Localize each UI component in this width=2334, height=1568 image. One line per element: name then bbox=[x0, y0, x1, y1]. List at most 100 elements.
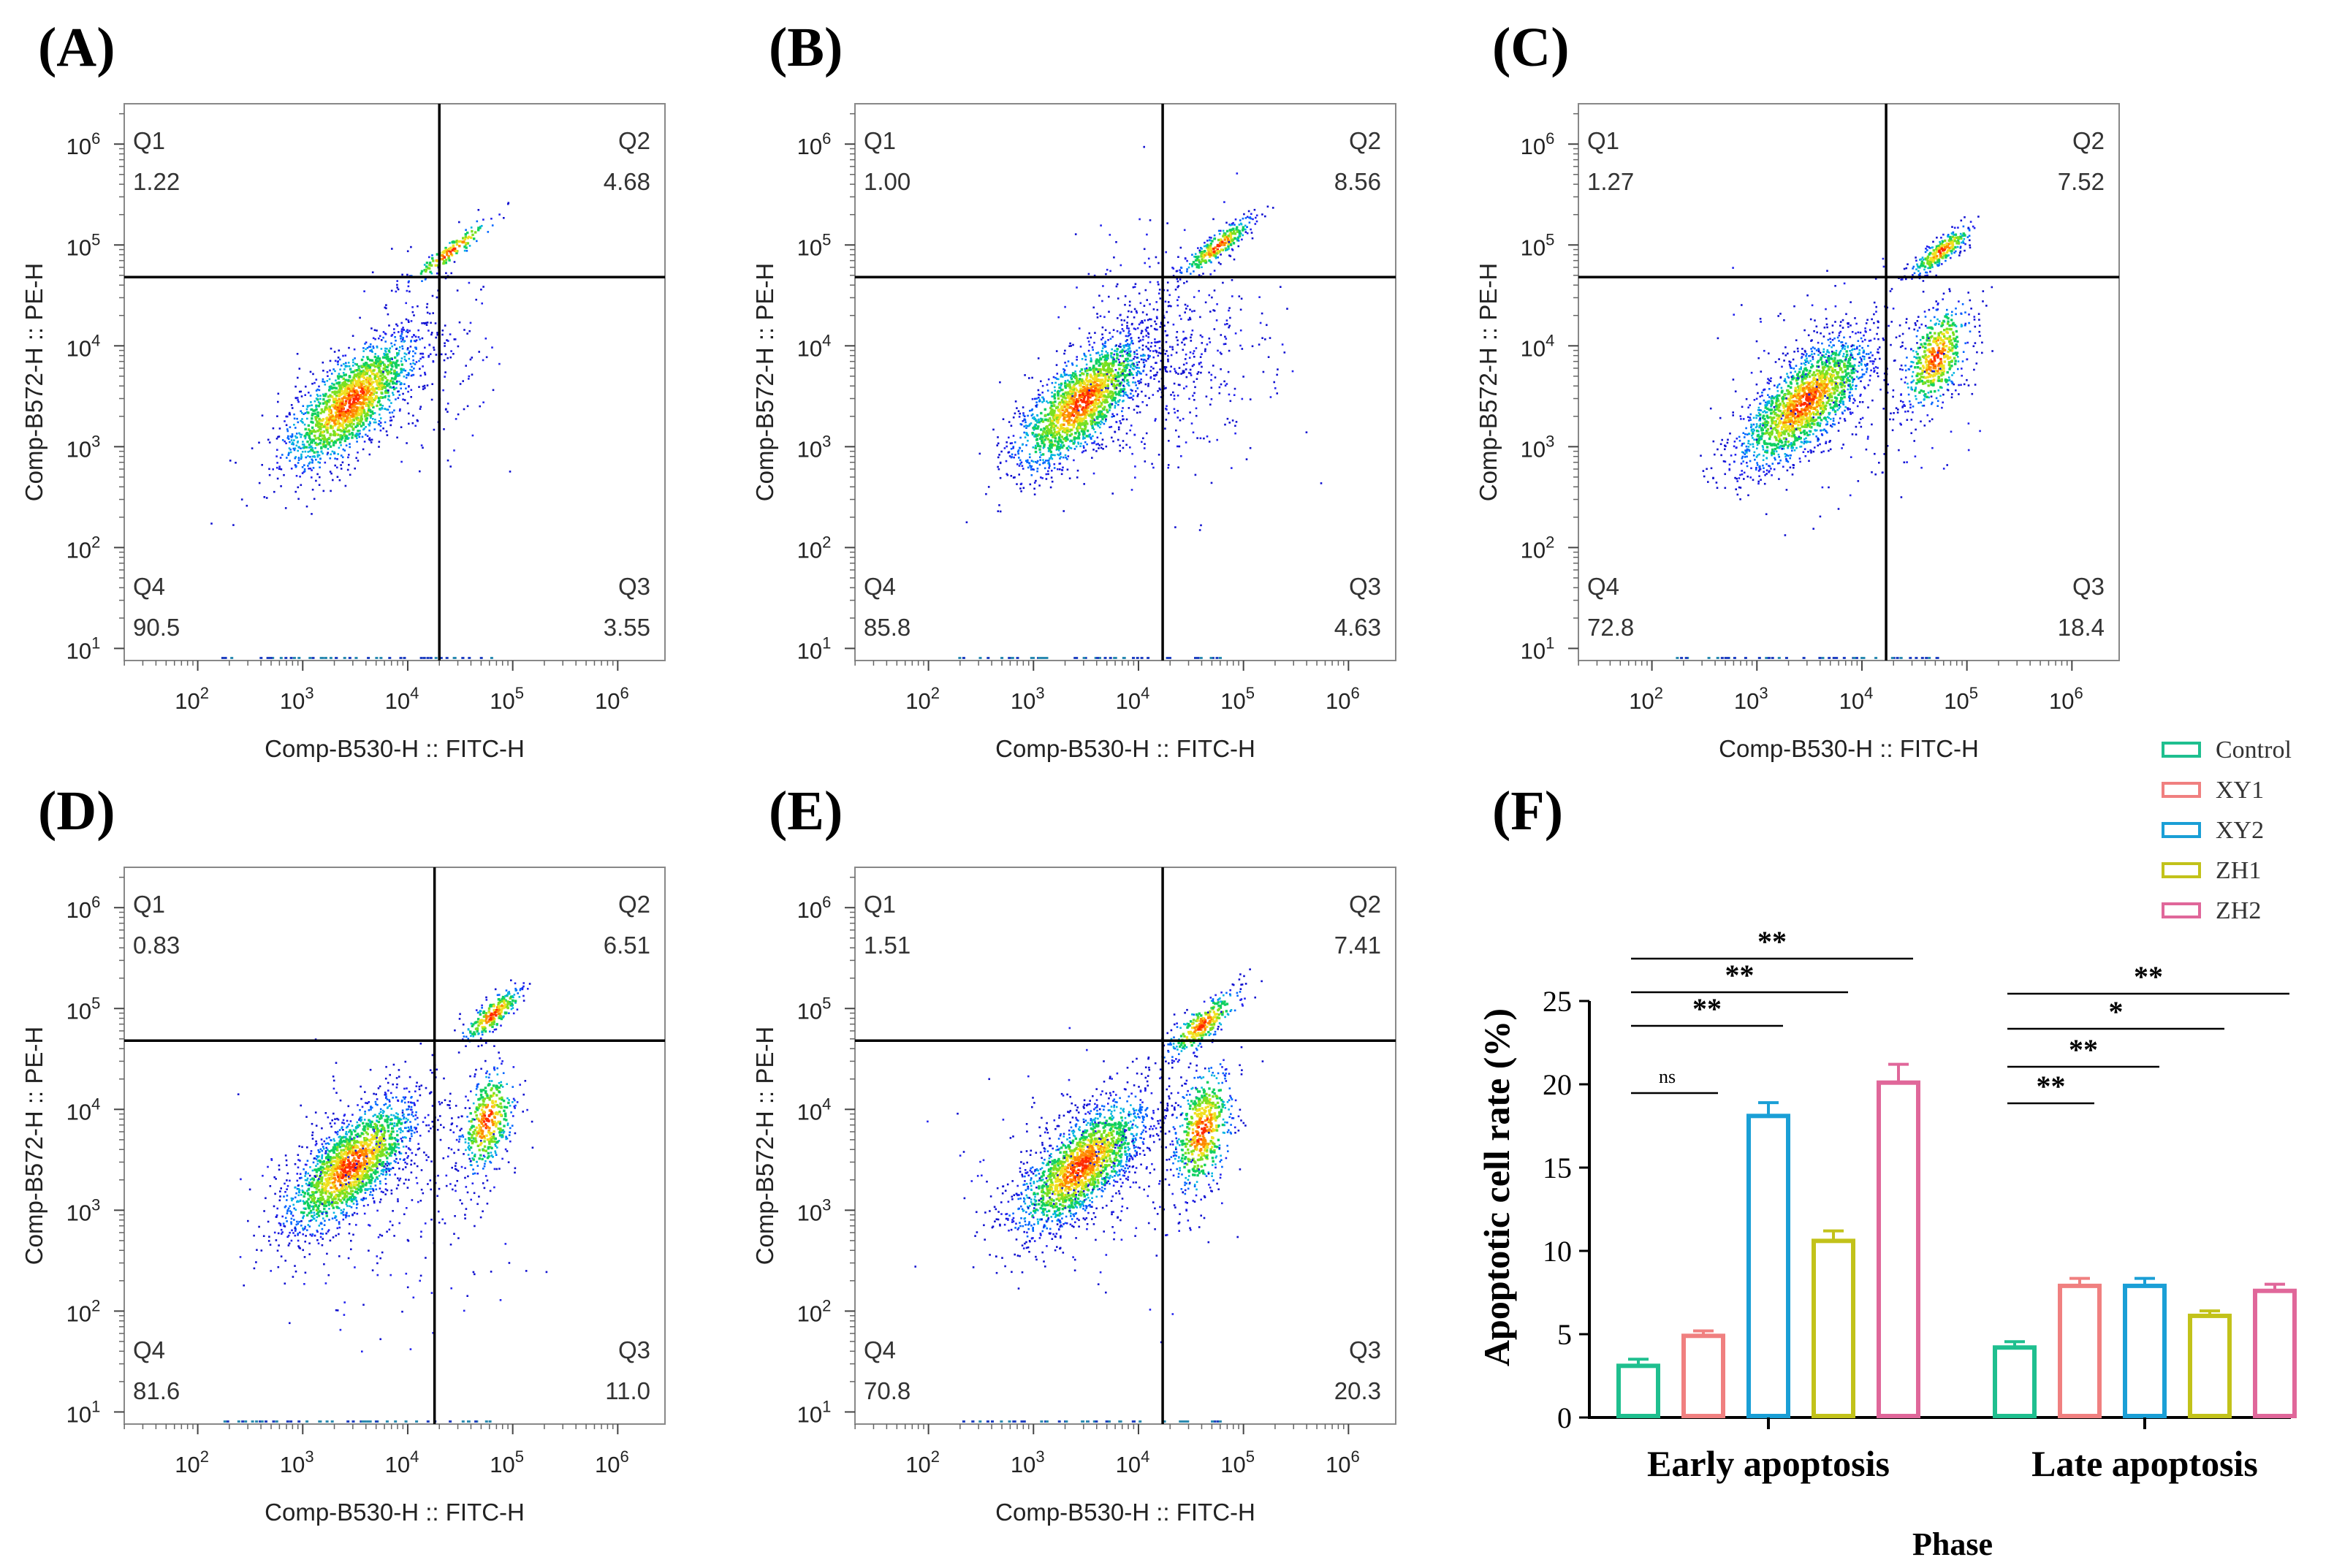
plot-frame bbox=[854, 867, 1396, 1425]
q1-label: Q1 bbox=[133, 127, 165, 154]
scatter-dots bbox=[223, 979, 548, 1423]
x-tick-label: 103 bbox=[1011, 1447, 1045, 1477]
q2-label: Q2 bbox=[618, 891, 650, 918]
q3-value: 18.4 bbox=[2058, 614, 2105, 641]
q1-value: 1.00 bbox=[864, 168, 911, 195]
x-axis-label: Comp-B530-H :: FITC-H bbox=[1719, 735, 1979, 762]
panel-letter: (C) bbox=[1492, 17, 1570, 78]
y-tick-label: 103 bbox=[66, 432, 101, 462]
y-tick-label: 106 bbox=[66, 129, 101, 159]
x-axis-label: Comp-B530-H :: FITC-H bbox=[265, 1499, 525, 1526]
x-tick-label: 104 bbox=[1116, 684, 1150, 714]
y-tick-label: 103 bbox=[66, 1195, 101, 1225]
x-tick-label: 106 bbox=[1326, 684, 1360, 714]
q2-label: Q2 bbox=[618, 127, 650, 154]
q2-label: Q2 bbox=[1349, 891, 1381, 918]
q2-value: 8.56 bbox=[1334, 168, 1381, 195]
q2-label: Q2 bbox=[2072, 127, 2105, 154]
q3-value: 11.0 bbox=[605, 1377, 650, 1404]
panel-letter: (B) bbox=[769, 17, 843, 78]
x-tick-label: 106 bbox=[2049, 684, 2083, 714]
y-tick-label: 106 bbox=[797, 129, 832, 159]
legend-label: Control bbox=[2216, 737, 2292, 764]
y-tick-label: 106 bbox=[797, 893, 832, 923]
panel-letter: (F) bbox=[1492, 780, 1563, 842]
significance-label: ** bbox=[2037, 1070, 2066, 1103]
legend-swatch bbox=[2162, 782, 2201, 798]
y-axis-label: Comp-B572-H :: PE-H bbox=[751, 263, 778, 501]
y-tick-label: 0 bbox=[1557, 1401, 1572, 1434]
q3-value: 4.63 bbox=[1334, 614, 1381, 641]
x-axis-label: Comp-B530-H :: FITC-H bbox=[995, 735, 1255, 762]
bar-ZH2-1 bbox=[2253, 1288, 2297, 1418]
x-tick-label: 105 bbox=[490, 684, 524, 714]
significance-label: ns bbox=[1659, 1066, 1676, 1087]
significance-label: ** bbox=[1757, 925, 1787, 958]
flow-panel: (D) Q1 0.83 Q2 6.51 Q4 81.6 Q3 11.0 102 103 104 105 1… bbox=[20, 780, 666, 1526]
bar-XY2-1 bbox=[2123, 1283, 2167, 1418]
y-tick-label: 104 bbox=[66, 331, 101, 361]
x-axis-label: Comp-B530-H :: FITC-H bbox=[265, 735, 525, 762]
x-tick-label: 105 bbox=[490, 1447, 524, 1477]
y-tick-label: 102 bbox=[797, 533, 832, 563]
x-tick-label: 103 bbox=[1734, 684, 1768, 714]
q3-label: Q3 bbox=[1349, 573, 1381, 600]
q3-label: Q3 bbox=[1349, 1336, 1381, 1363]
significance-label: ** bbox=[2134, 960, 2163, 993]
x-tick-label: 103 bbox=[1011, 684, 1045, 714]
y-tick-label: 103 bbox=[797, 432, 832, 462]
y-tick-label: 105 bbox=[1521, 230, 1555, 260]
q4-label: Q4 bbox=[864, 573, 896, 600]
x-tick-label: 104 bbox=[385, 684, 419, 714]
bar-ZH2-0 bbox=[1877, 1080, 1920, 1418]
x-tick-label: 102 bbox=[905, 684, 940, 714]
y-tick-label: 105 bbox=[797, 230, 832, 260]
legend-swatch bbox=[2162, 862, 2201, 878]
q1-value: 1.51 bbox=[864, 932, 911, 959]
x-tick-label: 106 bbox=[595, 1447, 629, 1477]
y-tick-label: 20 bbox=[1543, 1068, 1572, 1101]
y-tick-label: 101 bbox=[797, 1397, 832, 1427]
x-tick-label: 106 bbox=[1326, 1447, 1360, 1477]
legend-swatch bbox=[2162, 822, 2201, 838]
q1-label: Q1 bbox=[864, 127, 896, 154]
significance-label: ** bbox=[1692, 992, 1722, 1025]
q4-value: 70.8 bbox=[864, 1377, 911, 1404]
q3-label: Q3 bbox=[618, 573, 650, 600]
flow-panel: (E) Q1 1.51 Q2 7.41 Q4 70.8 Q3 20.3 102 103 104 105 1… bbox=[751, 780, 1396, 1526]
x-tick-label: 105 bbox=[1220, 1447, 1255, 1477]
y-tick-label: 15 bbox=[1543, 1152, 1572, 1184]
q1-label: Q1 bbox=[864, 891, 896, 918]
x-tick-label: 105 bbox=[1944, 684, 1978, 714]
panel-letter: (D) bbox=[38, 780, 115, 842]
q1-value: 0.83 bbox=[133, 932, 180, 959]
legend-label: XY2 bbox=[2216, 817, 2264, 844]
q2-value: 7.41 bbox=[1334, 932, 1381, 959]
scatter-dots bbox=[958, 145, 1323, 659]
y-tick-label: 10 bbox=[1543, 1235, 1572, 1268]
legend-swatch bbox=[2162, 902, 2201, 918]
y-tick-label: 104 bbox=[797, 331, 832, 361]
y-axis-title: Apoptotic cell rate (%) bbox=[1476, 1008, 1517, 1366]
q2-label: Q2 bbox=[1349, 127, 1381, 154]
q3-label: Q3 bbox=[2072, 573, 2105, 600]
y-tick-label: 105 bbox=[797, 994, 832, 1024]
x-tick-label: 102 bbox=[175, 1447, 209, 1477]
bar-ZH1-1 bbox=[2188, 1313, 2232, 1419]
y-tick-label: 101 bbox=[66, 1397, 101, 1427]
bar-XY1-0 bbox=[1681, 1333, 1725, 1419]
x-tick-label: 106 bbox=[595, 684, 629, 714]
q2-value: 7.52 bbox=[2058, 168, 2105, 195]
q2-value: 6.51 bbox=[604, 932, 650, 959]
y-tick-label: 101 bbox=[66, 633, 101, 663]
y-tick-label: 104 bbox=[797, 1095, 832, 1124]
y-tick-label: 103 bbox=[1521, 432, 1555, 462]
flow-panel: (B) Q1 1.00 Q2 8.56 Q4 85.8 Q3 4.63 102 103 104 105 1… bbox=[751, 17, 1396, 762]
q4-value: 81.6 bbox=[133, 1377, 180, 1404]
significance-label: ** bbox=[1725, 959, 1755, 992]
y-tick-label: 102 bbox=[66, 1296, 101, 1326]
panel-letter: (A) bbox=[38, 17, 115, 78]
scatter-dots bbox=[210, 202, 512, 659]
legend-label: ZH2 bbox=[2216, 897, 2261, 924]
